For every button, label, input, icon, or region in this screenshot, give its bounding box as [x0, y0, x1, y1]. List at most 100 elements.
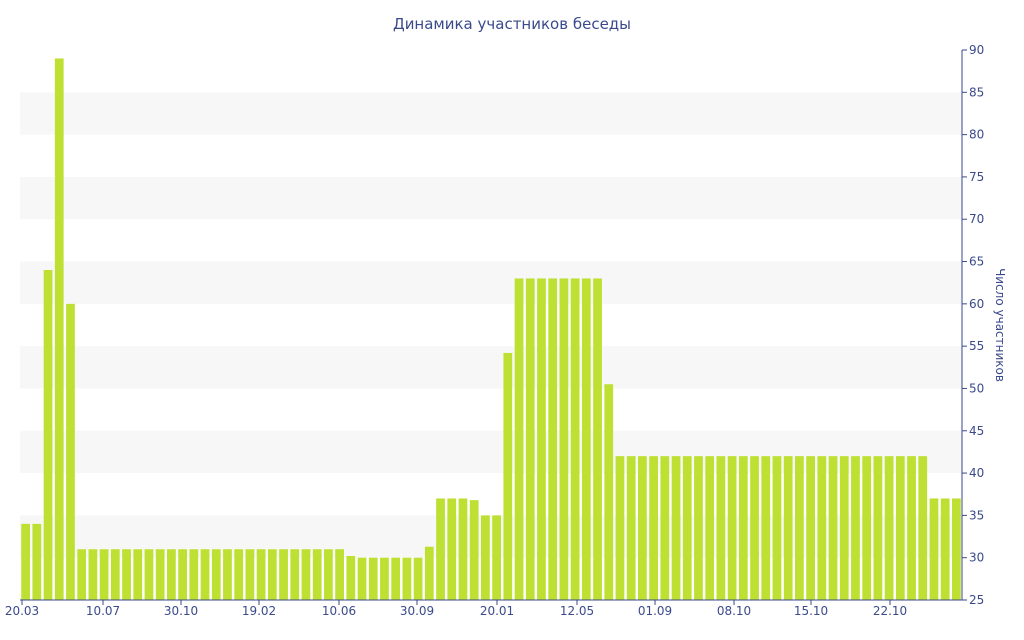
bar [200, 549, 210, 600]
y-tick-label: 30 [969, 551, 984, 565]
bar [828, 456, 838, 600]
grid-band [20, 515, 962, 558]
bar [581, 278, 591, 600]
bar [88, 549, 98, 600]
bar [189, 549, 199, 600]
x-tick-label: 22.10 [873, 604, 907, 618]
bar [223, 549, 232, 600]
y-tick-label: 25 [969, 593, 984, 607]
bar [895, 456, 905, 600]
bar [795, 456, 804, 600]
bar [952, 498, 961, 600]
grid-band [20, 176, 962, 220]
bar [155, 549, 165, 600]
grid-band [20, 346, 962, 389]
bar [806, 456, 815, 600]
bar [481, 515, 490, 600]
x-tick-label: 20.01 [480, 604, 514, 618]
bar [604, 384, 614, 600]
bar [99, 549, 109, 600]
y-tick-label: 45 [969, 424, 984, 438]
bar [525, 278, 535, 600]
bar [772, 456, 782, 600]
bar [178, 549, 187, 600]
x-tick-label: 10.06 [322, 604, 356, 618]
bar [290, 549, 300, 600]
bar [144, 549, 154, 600]
bar [424, 546, 434, 600]
x-tick-label: 30.10 [164, 604, 198, 618]
bar [211, 549, 221, 600]
bar [660, 456, 670, 600]
bar [436, 498, 445, 600]
bar [761, 456, 771, 600]
bar [559, 278, 569, 600]
bar [122, 549, 131, 600]
bar [839, 456, 849, 600]
bar [682, 456, 692, 600]
bar [615, 456, 625, 600]
bar [447, 498, 457, 600]
bar [694, 456, 703, 600]
bar [649, 456, 658, 600]
bar [514, 278, 524, 600]
bar [638, 456, 647, 600]
bar [469, 500, 479, 600]
bar [312, 549, 322, 600]
bar [738, 456, 748, 600]
bar [492, 515, 501, 600]
y-tick-label: 90 [969, 43, 984, 57]
x-tick-label: 12.05 [560, 604, 594, 618]
bar [548, 278, 558, 600]
bar [110, 549, 120, 600]
bar [167, 549, 176, 600]
grid-bands [20, 92, 962, 558]
bar [570, 278, 580, 600]
x-tick-label: 19.02 [242, 604, 276, 618]
y-tick-label: 40 [969, 466, 984, 480]
grid-band [20, 92, 962, 135]
bar [918, 456, 928, 600]
bar [267, 549, 277, 600]
bar [940, 498, 950, 600]
bar [817, 456, 827, 600]
x-tick-label: 01.09 [638, 604, 672, 618]
bar [671, 456, 681, 600]
grid-band [20, 430, 962, 474]
bar [750, 456, 759, 600]
x-tick-label: 08.10 [717, 604, 751, 618]
y-tick-label: 80 [969, 128, 984, 142]
bar [503, 352, 513, 600]
bar [593, 278, 602, 600]
x-axis: 20.03 10.07 30.10 19.02 10.06 30.09 20.01 12.05… [5, 599, 962, 618]
bar [402, 557, 412, 600]
y-tick-label: 35 [969, 508, 984, 522]
y-tick-label: 70 [969, 212, 984, 226]
bar [54, 58, 64, 600]
y-tick-label: 65 [969, 255, 984, 269]
x-tick-label: 30.09 [400, 604, 434, 618]
bars [21, 58, 961, 600]
y-tick-label: 50 [969, 381, 984, 395]
bar [245, 549, 255, 600]
bar [783, 456, 793, 600]
bar [234, 549, 244, 600]
x-tick-label: 20.03 [5, 604, 39, 618]
bar [335, 549, 344, 600]
bar [256, 549, 266, 600]
bar [862, 456, 872, 600]
bar [705, 456, 715, 600]
bar [851, 456, 860, 600]
bar [368, 557, 378, 600]
bar [77, 549, 87, 600]
bar [380, 557, 389, 600]
x-tick-label: 10.07 [86, 604, 120, 618]
bar [346, 556, 356, 600]
y-axis: 25 30 35 40 45 50 55 60 65 70 75 80 85 90 [961, 43, 984, 607]
bar [727, 456, 737, 600]
bar [301, 549, 311, 600]
y-tick-label: 55 [969, 339, 984, 353]
bar [357, 557, 367, 600]
bar [43, 270, 53, 600]
